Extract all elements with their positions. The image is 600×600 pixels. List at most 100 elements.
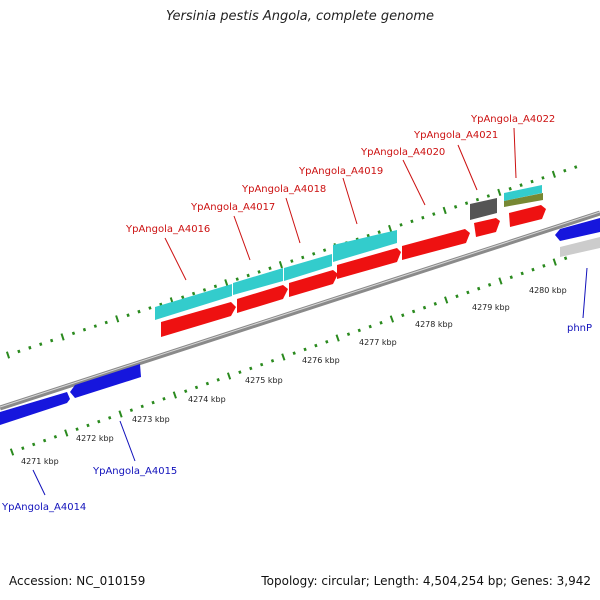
cds-feature [284, 254, 332, 281]
minor-tick [433, 301, 437, 306]
reverse-gene [555, 218, 600, 241]
minor-tick [28, 345, 32, 350]
minor-tick [53, 434, 58, 439]
cds-feature [504, 185, 542, 201]
major-tick [497, 188, 502, 197]
reverse-gene [70, 364, 141, 398]
major-tick [226, 372, 232, 380]
major-tick [498, 277, 503, 285]
gene-label[interactable]: YpAngola_A4017 [190, 202, 275, 213]
genome-summary: Topology: circular; Length: 4,504,254 bp… [261, 574, 591, 588]
minor-tick [71, 331, 76, 336]
minor-tick [249, 366, 253, 371]
dark-feature [470, 198, 497, 220]
kbp-label: 4271 kbp [21, 457, 59, 466]
kbp-label: 4274 kbp [188, 395, 226, 404]
minor-tick [453, 204, 458, 209]
minor-tick [104, 320, 108, 325]
minor-tick [509, 275, 513, 280]
minor-tick [75, 427, 79, 432]
minor-tick [17, 349, 21, 354]
minor-tick [401, 313, 405, 318]
gene-label[interactable]: YpAngola_A4019 [298, 166, 383, 177]
major-tick [278, 260, 283, 269]
forward-gene [474, 218, 500, 237]
gene-label[interactable]: YpAngola_A4015 [92, 466, 177, 477]
major-tick [442, 206, 447, 215]
minor-tick [216, 377, 220, 382]
kbp-label: 4280 kbp [529, 286, 567, 295]
minor-tick [162, 396, 166, 401]
major-tick [5, 351, 11, 359]
forward-gene [509, 205, 546, 227]
gene-label[interactable]: phnP [567, 323, 592, 334]
minor-tick [314, 343, 318, 348]
minor-tick [410, 219, 414, 224]
minor-tick [202, 288, 207, 292]
minor-tick [140, 404, 144, 409]
minor-tick [377, 230, 381, 235]
major-tick [335, 334, 340, 342]
forward-gene-track [161, 205, 546, 337]
major-tick [551, 170, 556, 178]
minor-tick [477, 286, 481, 291]
kbp-label: 4278 kbp [415, 320, 453, 329]
minor-tick [97, 419, 101, 424]
minor-tick [508, 186, 512, 191]
minor-tick [181, 295, 185, 300]
minor-tick [42, 438, 47, 443]
minor-tick [520, 271, 524, 276]
gene-label[interactable]: YpAngola_A4022 [470, 114, 555, 125]
minor-tick [82, 327, 87, 332]
minor-tick [213, 284, 218, 289]
minor-tick [368, 324, 372, 329]
forward-gene [337, 248, 401, 279]
minor-tick [93, 324, 97, 328]
minor-tick [126, 313, 130, 318]
inner-tick-track [9, 256, 568, 456]
forward-gene [402, 229, 470, 260]
major-tick [224, 279, 229, 287]
gene-label[interactable]: YpAngola_A4020 [360, 147, 445, 158]
minor-tick [39, 342, 43, 346]
gene-label[interactable]: YpAngola_A4021 [413, 130, 498, 141]
minor-tick [486, 194, 490, 198]
cds-feature [233, 268, 283, 295]
gene-label[interactable]: YpAngola_A4014 [1, 502, 86, 513]
major-tick [9, 448, 15, 456]
minor-tick [466, 290, 470, 295]
minor-tick [464, 201, 469, 205]
minor-tick [301, 255, 305, 260]
minor-tick [129, 408, 134, 413]
kbp-label: 4273 kbp [132, 415, 170, 424]
minor-tick [303, 347, 307, 352]
minor-tick [530, 179, 534, 184]
major-tick [172, 391, 177, 399]
major-tick [388, 224, 393, 233]
minor-tick [312, 251, 316, 256]
minor-tick [270, 358, 275, 363]
major-tick [389, 315, 395, 323]
major-tick [60, 333, 65, 341]
forward-gene [237, 285, 288, 313]
minor-tick [487, 282, 492, 287]
gene-label[interactable]: YpAngola_A4018 [241, 184, 326, 195]
minor-tick [238, 370, 242, 375]
gene-label[interactable]: YpAngola_A4016 [125, 224, 210, 235]
olive-feature [504, 193, 543, 207]
major-tick [118, 410, 123, 418]
minor-tick [322, 248, 327, 253]
minor-tick [325, 339, 329, 344]
genome-backbone [0, 210, 600, 411]
minor-tick [205, 381, 210, 386]
major-tick [281, 353, 286, 361]
minor-tick [422, 305, 427, 310]
kbp-label: 4272 kbp [76, 434, 114, 443]
minor-tick [563, 168, 567, 173]
minor-tick [292, 351, 296, 356]
light-feature [560, 237, 600, 257]
accession-label: Accession: NC_010159 [9, 574, 146, 588]
minor-tick [32, 442, 36, 447]
